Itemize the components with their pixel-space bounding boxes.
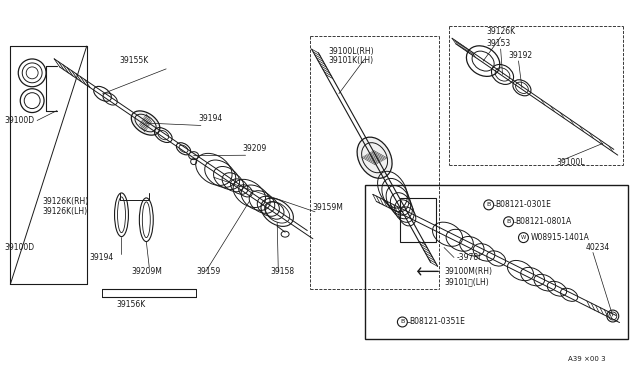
Text: B: B	[400, 320, 404, 324]
Text: B: B	[506, 219, 511, 224]
Text: 39209: 39209	[243, 144, 267, 153]
Text: 39100L(RH): 39100L(RH)	[328, 46, 374, 55]
Text: 39126K(LH): 39126K(LH)	[42, 207, 87, 216]
Text: 39194: 39194	[90, 253, 114, 262]
Ellipse shape	[131, 111, 160, 135]
Text: 39126K(RH): 39126K(RH)	[42, 198, 88, 206]
Text: 39100D: 39100D	[4, 116, 35, 125]
Text: 39126K: 39126K	[487, 27, 516, 36]
Text: 40234: 40234	[586, 243, 611, 252]
Ellipse shape	[357, 137, 392, 178]
Text: -3978I: -3978I	[457, 253, 481, 262]
Text: 39158: 39158	[270, 267, 294, 276]
Text: 39192: 39192	[509, 51, 532, 61]
Text: 39100D: 39100D	[4, 243, 35, 252]
Text: B08121-0351E: B08121-0351E	[410, 317, 465, 327]
Bar	[365, 185, 628, 339]
Ellipse shape	[189, 152, 198, 160]
Text: B: B	[486, 202, 491, 207]
Bar	[401, 198, 436, 241]
Text: 39159: 39159	[196, 267, 220, 276]
Text: 39101　(LH): 39101 (LH)	[444, 278, 489, 287]
Text: A39 ×00 3: A39 ×00 3	[568, 356, 605, 362]
Text: 39100M(RH): 39100M(RH)	[444, 267, 492, 276]
Text: 39153: 39153	[487, 39, 511, 48]
Text: B08121-0801A: B08121-0801A	[516, 217, 572, 226]
Text: B08121-0301E: B08121-0301E	[495, 201, 552, 209]
Text: 39101K(LH): 39101K(LH)	[328, 57, 373, 65]
Text: 39100L: 39100L	[556, 158, 585, 167]
Text: 39209M: 39209M	[131, 267, 163, 276]
Text: W: W	[521, 235, 526, 240]
Text: 39159M: 39159M	[312, 203, 343, 212]
Text: 39194: 39194	[198, 114, 222, 123]
Text: W08915-1401A: W08915-1401A	[531, 233, 589, 242]
Text: 39156K: 39156K	[116, 299, 146, 309]
Text: 39155K: 39155K	[120, 57, 148, 65]
